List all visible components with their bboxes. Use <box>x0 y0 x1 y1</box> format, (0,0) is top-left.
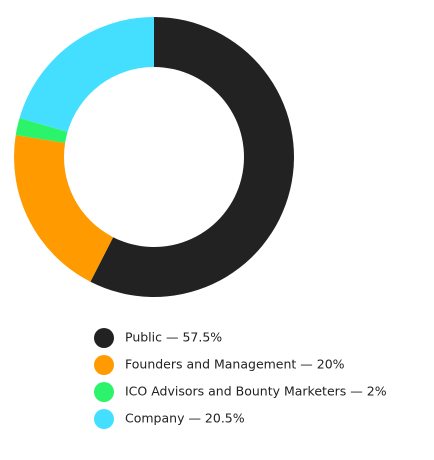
legend-label: Public — 57.5% <box>125 330 222 345</box>
donut-segment <box>13 135 114 282</box>
legend-swatch <box>94 382 114 402</box>
legend-swatch <box>94 355 114 375</box>
legend-swatch <box>94 328 114 348</box>
donut-segment <box>90 17 294 297</box>
legend-label: Company — 20.5% <box>125 411 245 426</box>
legend-swatch <box>94 409 114 429</box>
legend-label: ICO Advisors and Bounty Marketers — 2% <box>125 384 387 399</box>
donut-segment <box>19 16 154 132</box>
legend-label: Founders and Management — 20% <box>125 357 345 372</box>
donut-segment <box>15 117 68 143</box>
